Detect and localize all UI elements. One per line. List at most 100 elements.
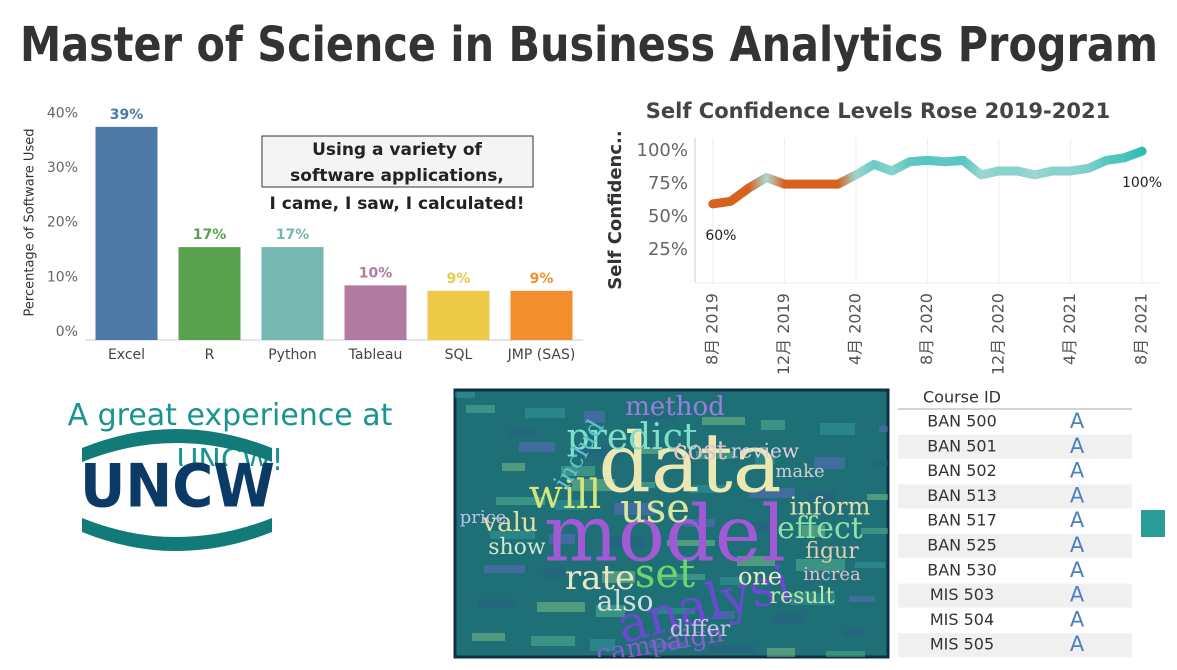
word: make [775, 461, 824, 482]
y-axis-title: Self Confidenc.. [605, 130, 626, 289]
word-texture [608, 537, 645, 549]
word-texture [720, 577, 745, 585]
course-id: MIS 504 [930, 610, 994, 629]
word: also [597, 585, 654, 618]
word: predict [567, 417, 698, 458]
word: price [460, 507, 507, 528]
logo-arch [82, 518, 272, 551]
word-texture [637, 448, 665, 454]
word-cloud-bg [455, 390, 888, 657]
word-cloud-frame [453, 388, 890, 659]
y-tick-label: 25% [648, 239, 688, 260]
callout-line: software applications, [290, 166, 504, 186]
word-texture [873, 460, 888, 466]
word-texture [478, 599, 515, 607]
word-texture [820, 423, 855, 435]
x-tick-label: Tableau [348, 347, 403, 363]
x-tick-label: 12月 2019 [774, 293, 793, 375]
y-tick-label: 20% [47, 215, 78, 231]
word-texture [755, 454, 775, 464]
word-texture [879, 426, 888, 432]
course-id: MIS 505 [930, 635, 994, 654]
word-texture [696, 451, 735, 459]
grade: A [1070, 533, 1085, 557]
x-tick-label: 4月 2020 [845, 293, 864, 365]
value-label: 9% [447, 271, 471, 287]
word-texture [519, 442, 555, 452]
y-tick-label: 50% [648, 206, 688, 227]
x-tick-label: JMP (SAS) [507, 347, 576, 363]
word-texture [808, 491, 835, 503]
word-texture [578, 445, 625, 457]
word-texture [690, 485, 725, 493]
y-tick-label: 30% [47, 160, 78, 176]
word-texture [737, 556, 775, 566]
word-texture [708, 645, 755, 653]
course-id: BAN 530 [927, 560, 997, 579]
word-texture [531, 636, 575, 646]
word-texture [508, 429, 535, 437]
value-label: 17% [193, 227, 227, 243]
course-id: BAN 517 [927, 511, 997, 530]
course-id: BAN 500 [927, 412, 997, 431]
word: show [488, 535, 546, 560]
table-header: Course ID [923, 388, 1001, 407]
word: use [620, 486, 690, 532]
word-texture [861, 528, 888, 534]
word-texture [702, 417, 745, 425]
x-tick-label: 8月 2019 [702, 293, 721, 365]
word: model [544, 490, 786, 580]
grade: A [1070, 583, 1085, 607]
x-tick-label: Excel [108, 347, 145, 363]
word-texture [561, 466, 595, 476]
bar [261, 247, 324, 340]
table-row-bg [898, 583, 1132, 608]
logo-backing [78, 466, 276, 512]
logo-text: UNCW [80, 452, 275, 522]
word-texture [814, 457, 845, 469]
y-tick-label: 100% [637, 140, 688, 161]
word-texture [802, 525, 825, 537]
word: effect [777, 511, 863, 546]
word-texture [590, 639, 615, 651]
word-texture [466, 405, 495, 413]
x-tick-label: 4月 2021 [1060, 293, 1079, 365]
y-tick-label: 40% [47, 105, 78, 121]
callout-line: Using a variety of [312, 140, 482, 160]
callout-line: I came, I saw, I calculated! [270, 194, 525, 214]
table-row-bg [898, 633, 1132, 658]
thumbnail [1141, 510, 1165, 537]
bar [178, 247, 241, 340]
word-texture [790, 593, 835, 605]
word: inform [790, 493, 871, 521]
value-label: 17% [276, 227, 310, 243]
word-texture [661, 574, 705, 580]
table-row-bg [898, 534, 1132, 558]
word-texture [631, 482, 655, 488]
chart-title: Self Confidence Levels Rose 2019-2021 [646, 99, 1110, 123]
grade: A [1070, 632, 1085, 656]
word-texture [843, 630, 865, 636]
value-label: 10% [359, 265, 393, 281]
course-id: BAN 501 [927, 436, 997, 455]
word-texture [525, 408, 565, 418]
word: will [529, 472, 602, 518]
word: differ [670, 617, 731, 642]
word-texture [614, 503, 655, 515]
x-tick-label: SQL [445, 347, 473, 363]
word: set [635, 551, 695, 597]
logo: UNCW [78, 429, 276, 551]
word-texture [855, 562, 885, 568]
word-texture [796, 559, 845, 571]
value-label: 9% [530, 271, 554, 287]
x-tick-label: 8月 2020 [917, 293, 936, 365]
word-texture [849, 596, 875, 602]
value-label: 39% [110, 107, 144, 123]
word-texture [455, 392, 475, 398]
grade: A [1070, 607, 1085, 631]
word: increa [803, 564, 861, 585]
callout-box [261, 135, 534, 188]
word-texture [572, 479, 615, 491]
table-row-bg [898, 484, 1132, 509]
